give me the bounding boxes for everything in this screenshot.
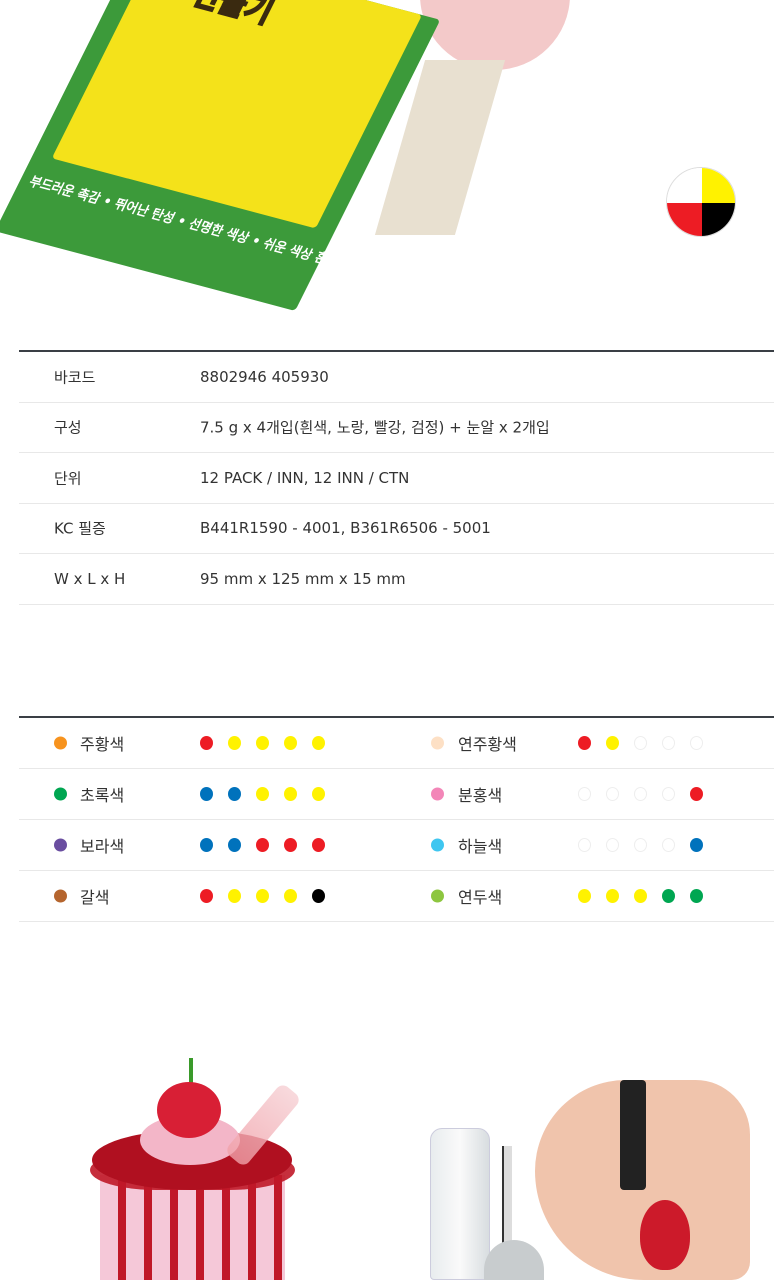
- color-row: 주황색 연주황색: [19, 718, 774, 769]
- mix-dot: [200, 889, 213, 903]
- spec-value: 95 mm x 125 mm x 15 mm: [200, 569, 406, 588]
- spec-label: KC 필증: [54, 519, 106, 538]
- mix-dot: [578, 736, 591, 750]
- result-color-dot: [431, 736, 444, 750]
- color-name: 하늘색: [458, 837, 503, 856]
- mix-dot: [578, 889, 591, 903]
- color-row: 갈색 연두색: [19, 871, 774, 922]
- result-color-dot: [431, 889, 444, 903]
- package-front: 만들기 부드러운 촉감 • 뛰어난 탄성 • 선명한 색상 • 쉬운 색상 혼합: [0, 0, 441, 311]
- spec-label: W x L x H: [54, 569, 126, 588]
- divider: [19, 716, 774, 718]
- result-color-dot: [54, 838, 67, 852]
- color-name: 갈색: [80, 888, 110, 907]
- color-name: 주황색: [80, 735, 125, 754]
- color-name: 연두색: [458, 888, 503, 907]
- mix-dot: [606, 838, 619, 852]
- spec-value: B441R1590 - 4001, B361R6506 - 5001: [200, 519, 491, 538]
- color-row: 초록색 분홍색: [19, 769, 774, 820]
- spec-row: W x L x H 95 mm x 125 mm x 15 mm: [19, 554, 774, 605]
- mix-dot: [312, 889, 325, 903]
- mix-dot: [606, 736, 619, 750]
- product-image: 만들기 부드러운 촉감 • 뛰어난 탄성 • 선명한 색상 • 쉬운 색상 혼합: [0, 0, 780, 311]
- spec-table: 바코드 8802946 405930 구성 7.5 g x 4개입(흰색, 노랑, 빨…: [19, 350, 774, 605]
- result-color-dot: [54, 787, 67, 801]
- result-color-dot: [54, 736, 67, 750]
- mix-dot: [634, 889, 647, 903]
- spec-value: 8802946 405930: [200, 367, 329, 386]
- mix-dot: [228, 736, 241, 750]
- result-color-dot: [431, 787, 444, 801]
- color-name: 초록색: [80, 786, 125, 805]
- mix-dot: [200, 838, 213, 852]
- package-title: 만들기: [186, 0, 280, 32]
- mix-dot: [256, 787, 269, 801]
- mix-dot: [228, 838, 241, 852]
- divider: [19, 350, 774, 352]
- mix-dot: [634, 736, 647, 750]
- mix-dot: [578, 787, 591, 801]
- mix-dot: [284, 889, 297, 903]
- mix-dot: [256, 838, 269, 852]
- mix-dot: [578, 838, 591, 852]
- spec-row: 단위 12 PACK / INN, 12 INN / CTN: [19, 453, 774, 504]
- result-color-dot: [431, 838, 444, 852]
- mix-dot: [662, 787, 675, 801]
- spec-label: 구성: [54, 418, 82, 437]
- spec-value: 12 PACK / INN, 12 INN / CTN: [200, 468, 410, 487]
- mix-dot: [634, 838, 647, 852]
- mix-dot: [200, 736, 213, 750]
- mix-dot: [690, 736, 703, 750]
- spec-label: 바코드: [54, 368, 96, 387]
- spec-row: 바코드 8802946 405930: [19, 352, 774, 403]
- mix-dot: [690, 889, 703, 903]
- mix-dot: [284, 838, 297, 852]
- mix-dot: [312, 787, 325, 801]
- mix-dot: [256, 736, 269, 750]
- mix-dot: [284, 736, 297, 750]
- mix-dot: [606, 787, 619, 801]
- color-name: 보라색: [80, 837, 125, 856]
- result-color-dot: [54, 889, 67, 903]
- mix-dot: [606, 889, 619, 903]
- mix-dot: [634, 787, 647, 801]
- mix-dot: [690, 838, 703, 852]
- color-name: 분홍색: [458, 786, 503, 805]
- mix-dot: [200, 787, 213, 801]
- spec-row: 구성 7.5 g x 4개입(흰색, 노랑, 빨강, 검정) + 눈알 x 2개입: [19, 403, 774, 453]
- mix-dot: [228, 889, 241, 903]
- mix-dot: [312, 838, 325, 852]
- color-wheel-icon: [666, 167, 736, 237]
- mix-dot: [690, 787, 703, 801]
- spec-label: 단위: [54, 469, 82, 488]
- color-row: 보라색 하늘색: [19, 820, 774, 871]
- mix-dot: [662, 889, 675, 903]
- mix-dot: [228, 787, 241, 801]
- spec-row: KC 필증 B441R1590 - 4001, B361R6506 - 5001: [19, 504, 774, 554]
- mix-dot: [662, 838, 675, 852]
- mix-dot: [284, 787, 297, 801]
- mix-dot: [256, 889, 269, 903]
- mix-dot: [312, 736, 325, 750]
- spec-value: 7.5 g x 4개입(흰색, 노랑, 빨강, 검정) + 눈알 x 2개입: [200, 418, 550, 437]
- color-name: 연주황색: [458, 735, 517, 754]
- mix-dot: [662, 736, 675, 750]
